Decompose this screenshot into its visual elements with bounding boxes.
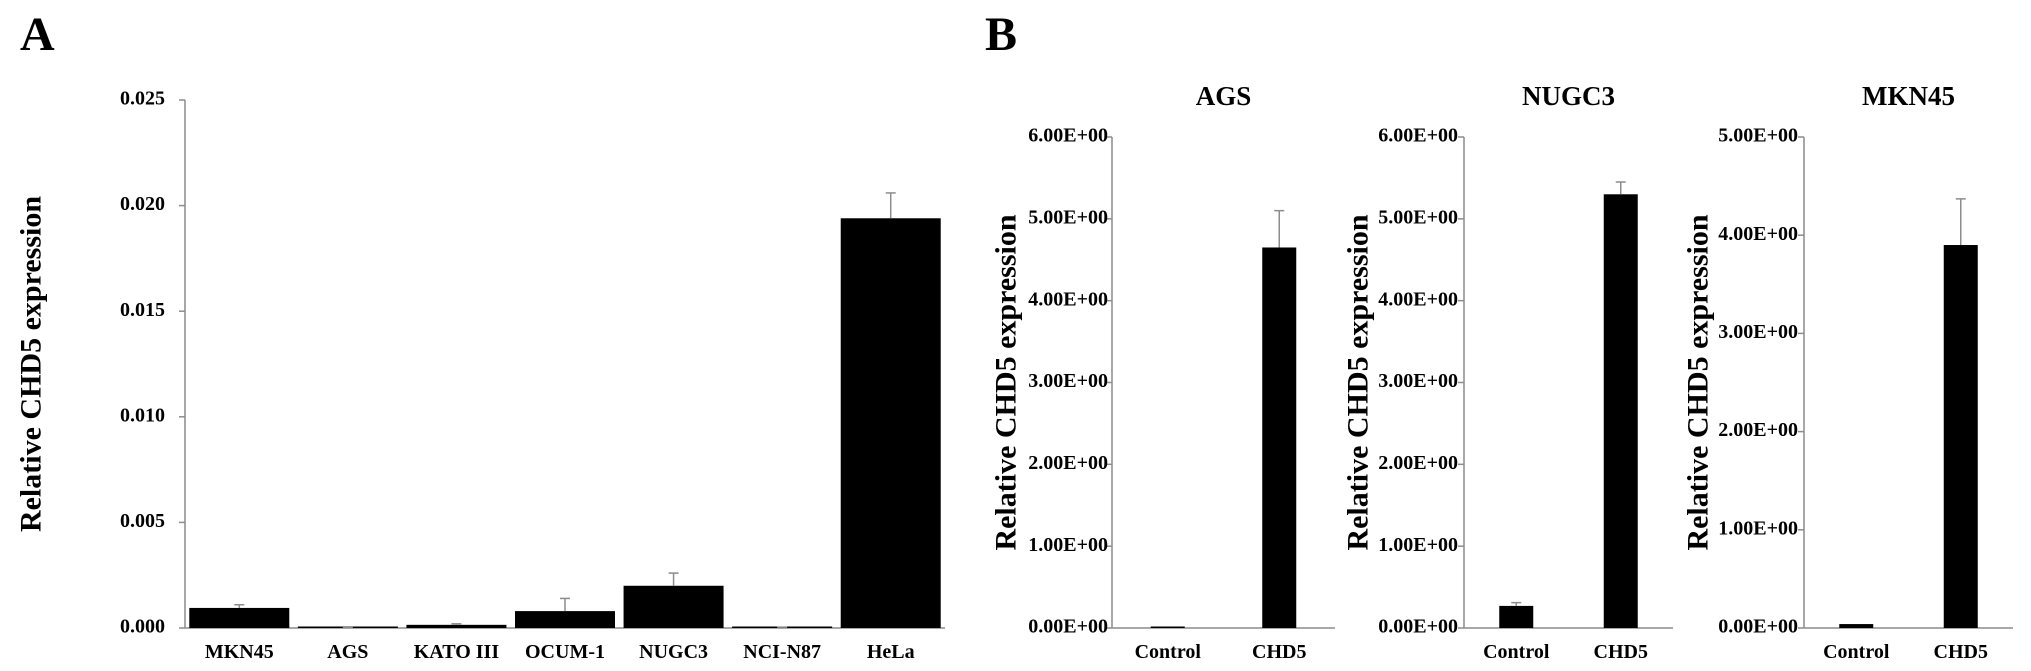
y-axis-label: Relative CHD5 expression	[15, 196, 48, 532]
bar-ocum-1	[515, 611, 615, 628]
panel-label-a: A	[20, 8, 55, 61]
chart-title: NUGC3	[1522, 81, 1615, 111]
x-tick-label: CHD5	[1594, 641, 1648, 663]
y-axis-label: Relative CHD5 expression	[1342, 214, 1375, 550]
y-tick-label: 0.025	[120, 88, 165, 110]
y-tick-label: 3.00E+00	[1378, 370, 1458, 392]
x-tick-label: Control	[1823, 641, 1890, 663]
y-tick-label: 4.00E+00	[1378, 288, 1458, 310]
y-tick-label: 6.00E+00	[1028, 125, 1108, 147]
bar-chd5	[1262, 247, 1297, 628]
bar-control	[1499, 605, 1534, 628]
y-tick-label: 0.015	[120, 299, 165, 321]
y-tick-label: 0.00E+00	[1718, 616, 1798, 638]
bar-mkn45	[189, 607, 290, 628]
y-tick-label: 0.010	[120, 404, 165, 426]
bar-hela	[840, 218, 941, 628]
y-tick-label: 4.00E+00	[1718, 223, 1798, 245]
bar-chd5	[1603, 194, 1638, 629]
charts-container: Relative CHD5 expression 0.000 0.005 0.010 0…	[15, 81, 2013, 663]
y-tick-label: 2.00E+00	[1378, 452, 1458, 474]
y-axis-label: Relative CHD5 expression	[990, 214, 1023, 550]
y-tick-label: 1.00E+00	[1718, 517, 1798, 539]
y-tick-label: 3.00E+00	[1028, 370, 1108, 392]
x-tick-label: CHD5	[1934, 641, 1988, 663]
y-tick-label: 6.00E+00	[1378, 125, 1458, 147]
y-tick-label: 0.00E+00	[1028, 616, 1108, 638]
y-tick-label: 3.00E+00	[1718, 321, 1798, 343]
y-axis-label: Relative CHD5 expression	[1682, 214, 1715, 550]
x-tick-label: CHD5	[1252, 641, 1306, 663]
y-tick-label: 0.000	[120, 616, 165, 638]
y-tick-label: 1.00E+00	[1028, 534, 1108, 556]
bar-control	[1839, 624, 1874, 628]
chart-2: NUGC3 Relative CHD5 expression 0.00E+00 1.0…	[1342, 81, 1673, 663]
y-tick-label: 5.00E+00	[1028, 206, 1108, 228]
bar-chd5	[1943, 245, 1978, 628]
y-tick-label: 0.005	[120, 510, 165, 532]
chart-3: MKN45 Relative CHD5 expression 0.00E+00 1.0…	[1682, 81, 2013, 663]
chart-title: MKN45	[1862, 81, 1955, 111]
bar-kato-iii	[406, 624, 507, 628]
panel-label-b: B	[985, 8, 1017, 61]
x-tick-label: NCI-N87	[743, 641, 821, 663]
y-tick-label: 2.00E+00	[1028, 452, 1108, 474]
x-tick-label: AGS	[327, 641, 368, 663]
x-tick-label: OCUM-1	[525, 641, 605, 663]
chart-1: AGS Relative CHD5 expression 0.00E+00 1.00E…	[990, 81, 1335, 663]
x-tick-label: Control	[1135, 641, 1202, 663]
chart-title: AGS	[1196, 81, 1252, 111]
y-tick-label: 1.00E+00	[1378, 534, 1458, 556]
bar-control	[1150, 626, 1185, 628]
y-tick-label: 2.00E+00	[1718, 419, 1798, 441]
y-tick-label: 4.00E+00	[1028, 288, 1108, 310]
x-tick-label: KATO III	[414, 641, 500, 663]
x-tick-label: NUGC3	[639, 641, 708, 663]
y-tick-label: 0.00E+00	[1378, 616, 1458, 638]
y-tick-label: 0.020	[120, 193, 165, 215]
y-tick-label: 5.00E+00	[1378, 206, 1458, 228]
chart-0: Relative CHD5 expression 0.000 0.005 0.010 0…	[15, 88, 945, 663]
x-tick-label: Control	[1483, 641, 1550, 663]
x-tick-label: HeLa	[867, 641, 915, 663]
bar-nugc3	[623, 585, 724, 628]
x-tick-label: MKN45	[205, 641, 274, 663]
y-tick-label: 5.00E+00	[1718, 125, 1798, 147]
